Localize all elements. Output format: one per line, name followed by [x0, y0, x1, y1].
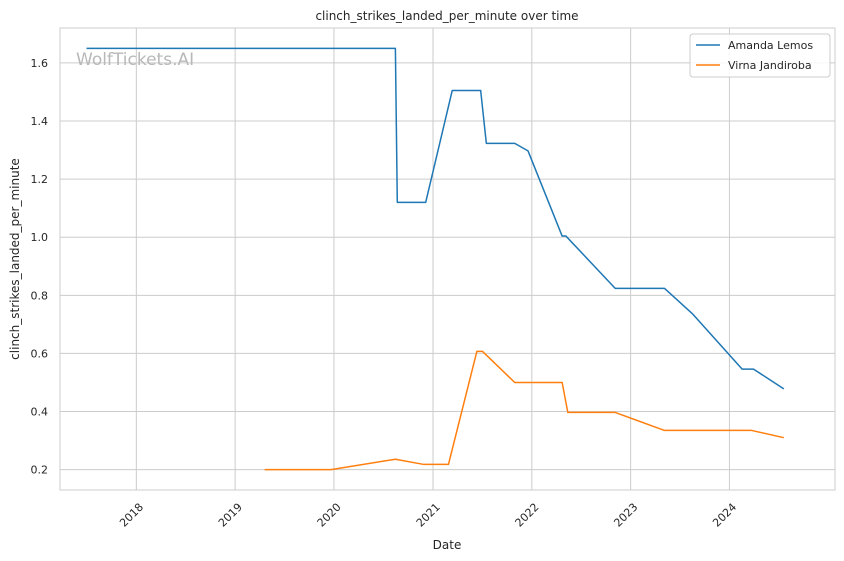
y-tick-label: 1.4 — [31, 115, 49, 128]
x-axis-label: Date — [433, 538, 462, 552]
watermark-text: WolfTickets.AI — [76, 50, 194, 70]
plot-frame — [59, 27, 836, 491]
y-tick-label: 0.8 — [31, 289, 49, 302]
y-tick-label: 1.0 — [31, 231, 49, 244]
y-tick-label: 0.4 — [31, 406, 49, 419]
y-tick-label: 0.2 — [31, 464, 49, 477]
legend-box — [689, 33, 831, 78]
series-lines — [86, 47, 785, 471]
legend: Amanda Lemos Virna Jandiroba — [689, 33, 831, 78]
y-tick-label: 1.2 — [31, 173, 49, 186]
grid — [60, 28, 835, 490]
chart-title: clinch_strikes_landed_per_minute over ti… — [315, 9, 578, 23]
legend-label-amanda-lemos: Amanda Lemos — [728, 39, 813, 52]
series-line-virna-jandiroba — [264, 350, 785, 471]
legend-label-virna-jandiroba: Virna Jandiroba — [728, 59, 812, 72]
y-tick-label: 0.6 — [31, 347, 49, 360]
y-tick-labels: 0.2 0.4 0.6 0.8 1.0 1.2 1.4 1.6 — [31, 57, 49, 477]
y-tick-label: 1.6 — [31, 57, 49, 70]
series-line-amanda-lemos — [86, 47, 785, 390]
y-axis-label: clinch_strikes_landed_per_minute — [8, 158, 22, 360]
